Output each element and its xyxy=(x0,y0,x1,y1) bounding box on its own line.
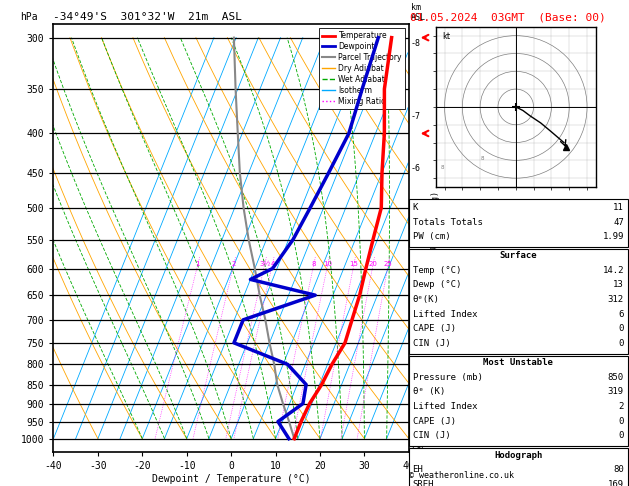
Text: © weatheronline.co.uk: © weatheronline.co.uk xyxy=(409,471,514,480)
Text: 169: 169 xyxy=(608,480,624,486)
Text: hPa: hPa xyxy=(19,12,37,22)
Text: CAPE (J): CAPE (J) xyxy=(413,417,455,426)
Text: Hodograph: Hodograph xyxy=(494,451,542,460)
Text: 3½: 3½ xyxy=(259,261,270,267)
Text: CIN (J): CIN (J) xyxy=(413,339,450,348)
Text: SREH: SREH xyxy=(413,480,434,486)
Text: -1: -1 xyxy=(411,399,421,408)
Text: Mixing Ratio (g/kg): Mixing Ratio (g/kg) xyxy=(431,191,440,286)
Text: 0: 0 xyxy=(618,324,624,333)
Text: -2: -2 xyxy=(411,360,421,369)
Text: 1: 1 xyxy=(196,261,200,267)
Text: 01.05.2024  03GMT  (Base: 00): 01.05.2024 03GMT (Base: 00) xyxy=(410,12,606,22)
Text: K: K xyxy=(413,203,418,212)
Text: -34°49'S  301°32'W  21m  ASL: -34°49'S 301°32'W 21m ASL xyxy=(53,12,242,22)
Text: -7: -7 xyxy=(411,112,421,121)
Text: 0: 0 xyxy=(618,417,624,426)
Text: 15: 15 xyxy=(350,261,359,267)
Text: 8: 8 xyxy=(441,165,445,170)
Text: 319: 319 xyxy=(608,387,624,397)
Text: 0: 0 xyxy=(618,339,624,348)
Text: 2: 2 xyxy=(231,261,236,267)
Text: Totals Totals: Totals Totals xyxy=(413,218,482,227)
Text: km
ASL: km ASL xyxy=(411,3,426,22)
Text: -8: -8 xyxy=(411,38,421,48)
Legend: Temperature, Dewpoint, Parcel Trajectory, Dry Adiabat, Wet Adiabat, Isotherm, Mi: Temperature, Dewpoint, Parcel Trajectory… xyxy=(319,28,405,109)
Text: 6: 6 xyxy=(618,310,624,319)
Text: 10: 10 xyxy=(323,261,332,267)
Text: θᵉ(K): θᵉ(K) xyxy=(413,295,440,304)
Text: 312: 312 xyxy=(608,295,624,304)
Text: 4: 4 xyxy=(270,261,275,267)
Text: 2: 2 xyxy=(618,402,624,411)
Text: 0: 0 xyxy=(618,431,624,440)
Text: LCL: LCL xyxy=(411,448,426,456)
Text: PW (cm): PW (cm) xyxy=(413,232,450,242)
Text: Dewp (°C): Dewp (°C) xyxy=(413,280,461,290)
Text: 80: 80 xyxy=(613,465,624,474)
Text: 47: 47 xyxy=(613,218,624,227)
Text: -3: -3 xyxy=(411,315,421,324)
Text: 8: 8 xyxy=(311,261,316,267)
Text: Lifted Index: Lifted Index xyxy=(413,402,477,411)
Text: 850: 850 xyxy=(608,373,624,382)
X-axis label: Dewpoint / Temperature (°C): Dewpoint / Temperature (°C) xyxy=(152,474,311,484)
Text: CIN (J): CIN (J) xyxy=(413,431,450,440)
Text: kt: kt xyxy=(442,32,450,40)
Text: -5: -5 xyxy=(411,210,421,219)
Text: 14.2: 14.2 xyxy=(603,266,624,275)
Text: Most Unstable: Most Unstable xyxy=(483,358,554,367)
Text: EH: EH xyxy=(413,465,423,474)
Text: 1.99: 1.99 xyxy=(603,232,624,242)
Text: -6: -6 xyxy=(411,164,421,174)
Text: -4: -4 xyxy=(411,270,421,278)
Text: Temp (°C): Temp (°C) xyxy=(413,266,461,275)
Text: Surface: Surface xyxy=(499,251,537,260)
Text: 11: 11 xyxy=(613,203,624,212)
Text: CAPE (J): CAPE (J) xyxy=(413,324,455,333)
Text: θᵉ (K): θᵉ (K) xyxy=(413,387,445,397)
Text: Pressure (mb): Pressure (mb) xyxy=(413,373,482,382)
Text: Lifted Index: Lifted Index xyxy=(413,310,477,319)
Text: 13: 13 xyxy=(613,280,624,290)
Text: 8: 8 xyxy=(480,156,484,161)
Text: 20: 20 xyxy=(369,261,377,267)
Text: 25: 25 xyxy=(384,261,392,267)
